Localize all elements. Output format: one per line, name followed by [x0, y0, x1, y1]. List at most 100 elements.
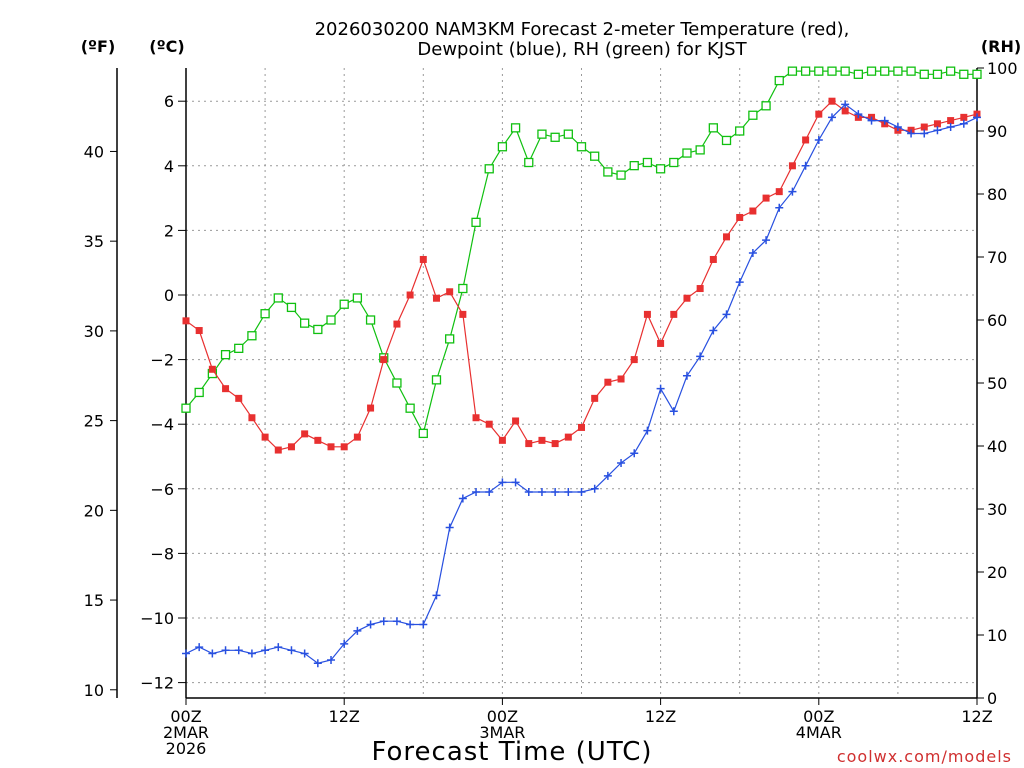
dewpoint-point: [379, 617, 388, 626]
dewpoint-point: [432, 591, 441, 600]
dewpoint-point: [261, 646, 270, 655]
rh-point: [629, 160, 639, 171]
temperature-point: [472, 414, 480, 422]
fahrenheit-tick-label: 15: [84, 591, 104, 610]
rh-point: [326, 315, 336, 325]
temperature-point: [591, 394, 599, 402]
rh-point: [497, 142, 508, 152]
rh-tick-label: 80: [987, 185, 1007, 204]
rh-point: [853, 69, 863, 79]
fahrenheit-tick-label: 25: [84, 412, 104, 431]
dewpoint-point: [564, 488, 573, 497]
rh-point: [431, 375, 442, 385]
rh-point: [972, 69, 982, 79]
dewpoint-point: [920, 129, 929, 138]
dewpoint-point: [419, 620, 428, 629]
dewpoint-point: [406, 620, 415, 629]
temperature-point: [406, 291, 414, 299]
dewpoint-point: [445, 523, 454, 532]
dewpoint-point: [524, 488, 533, 497]
temperature-series: [182, 97, 981, 454]
temperature-point: [314, 436, 322, 444]
dewpoint-point: [392, 617, 401, 626]
fahrenheit-tick-label: 35: [84, 232, 104, 251]
dewpoint-point: [669, 407, 678, 416]
tick-labels: 6420−2−4−6−8−10−121015202530354001020304…: [84, 59, 1018, 758]
temperature-point: [393, 320, 401, 328]
dewpoint-point: [551, 488, 560, 497]
rh-point: [642, 157, 653, 168]
temperature-point: [498, 436, 506, 444]
dewpoint-point: [775, 203, 784, 212]
dewpoint-point: [182, 649, 190, 658]
temperature-point: [960, 113, 968, 121]
temperature-point: [432, 294, 440, 302]
rh-tick-label: 60: [987, 311, 1007, 330]
dewpoint-point: [656, 384, 665, 393]
rh-point: [273, 293, 283, 303]
celsius-tick-label: −10: [140, 609, 174, 628]
dewpoint-point: [762, 236, 771, 245]
temperature-point: [762, 194, 770, 202]
temperature-point: [353, 433, 361, 441]
dewpoint-point: [854, 110, 863, 119]
rh-point: [339, 299, 349, 309]
fahrenheit-tick-label: 40: [84, 142, 104, 161]
rh-point: [181, 403, 191, 413]
rh-tick-label: 90: [987, 122, 1007, 141]
rh-tick-label: 70: [987, 248, 1007, 267]
dewpoint-point: [880, 116, 889, 125]
temperature-point: [749, 207, 757, 215]
dewpoint-point: [208, 649, 217, 658]
x-tick-label: 12Z: [645, 707, 676, 726]
temperature-point: [736, 213, 744, 221]
rh-point: [590, 151, 600, 161]
rh-point: [234, 343, 244, 354]
temperature-point: [670, 310, 678, 318]
dewpoint-point: [709, 326, 718, 335]
celsius-tick-label: −12: [140, 674, 174, 693]
x-tick-label: 12Z: [329, 707, 360, 726]
rh-point: [563, 129, 573, 139]
dewpoint-point: [458, 494, 467, 503]
dewpoint-point: [617, 458, 626, 467]
dewpoint-point: [814, 135, 823, 144]
rh-point: [761, 101, 771, 111]
rh-point: [247, 331, 257, 341]
dewpoint-point: [353, 626, 362, 635]
temperature-point: [538, 436, 546, 444]
temperature-point: [604, 378, 612, 386]
rh-point: [774, 75, 784, 86]
rh-point: [445, 334, 455, 344]
dewpoint-point: [577, 488, 586, 497]
rh-point: [286, 302, 297, 313]
x-tick-label: 00Z: [803, 707, 834, 726]
temperature-point: [380, 356, 388, 364]
rh-point: [669, 157, 679, 168]
rh-point: [708, 123, 718, 133]
rh-point: [365, 315, 376, 325]
temperature-point: [222, 385, 230, 393]
dewpoint-point: [498, 478, 507, 487]
rh-point: [576, 142, 587, 152]
temperature-point: [274, 446, 282, 454]
temperature-point: [564, 433, 572, 441]
temperature-point: [485, 420, 493, 428]
rh-point: [827, 66, 837, 76]
rh-point: [550, 132, 560, 142]
rh-point: [603, 167, 613, 177]
rh-point: [471, 217, 481, 228]
temperature-point: [815, 110, 823, 118]
dewpoint-point: [907, 129, 916, 138]
temperature-point: [446, 288, 454, 296]
dewpoint-point: [603, 471, 612, 480]
temperature-point: [419, 255, 427, 263]
temperature-point: [841, 107, 849, 115]
dewpoint-point: [801, 161, 810, 170]
rh-tick-label: 100: [987, 59, 1018, 78]
dewpoint-point: [827, 113, 836, 122]
dewpoint-point: [485, 488, 494, 497]
celsius-unit-label: (ºC): [149, 37, 184, 56]
temperature-point: [947, 117, 955, 125]
rh-point: [352, 293, 363, 303]
